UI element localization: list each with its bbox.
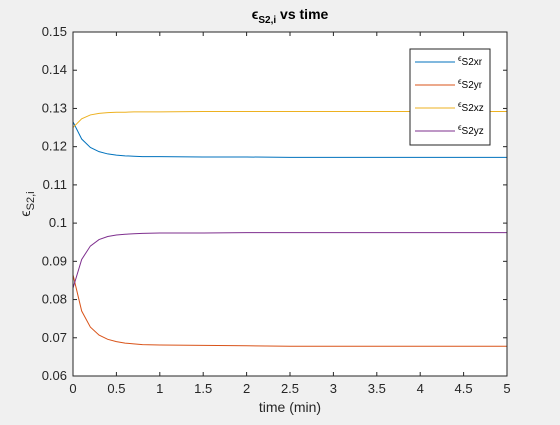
series-group — [72, 111, 507, 347]
legend: ϵS2xr ϵS2yr ϵS2xz ϵS2yz — [409, 48, 491, 146]
x-tick-label: 1 — [156, 381, 163, 396]
y-tick-label: 0.1 — [49, 215, 67, 230]
y-tick-label: 0.13 — [42, 100, 67, 115]
y-tick-label: 0.14 — [42, 62, 67, 77]
y-tick-label: 0.06 — [42, 368, 67, 383]
series-line-s2yz — [72, 232, 507, 289]
y-tick-label: 0.15 — [42, 24, 67, 39]
x-tick-label: 5 — [503, 381, 510, 396]
y-tick-label: 0.11 — [43, 177, 67, 192]
legend-label-s2xr: ϵS2xr — [458, 54, 483, 68]
legend-box — [409, 48, 491, 146]
series-line-s2xr — [72, 121, 507, 158]
chart-title: ϵS2,i vs time — [252, 6, 329, 26]
y-axis-ticks: 0.06 0.07 0.08 0.09 0.1 0.11 0.12 0.13 0.14 0.15 — [42, 24, 507, 383]
y-tick-label: 0.08 — [42, 292, 67, 307]
x-tick-label: 0.5 — [107, 381, 125, 396]
x-tick-label: 0 — [69, 381, 76, 396]
x-tick-label: 4.5 — [455, 381, 473, 396]
x-tick-label: 2.5 — [281, 381, 299, 396]
x-tick-label: 3 — [330, 381, 337, 396]
legend-label-s2xz: ϵS2xz — [458, 100, 484, 114]
legend-label-s2yz: ϵS2yz — [458, 123, 484, 137]
y-tick-label: 0.12 — [42, 139, 67, 154]
series-line-s2xz — [72, 111, 507, 128]
x-tick-label: 2 — [243, 381, 250, 396]
x-axis-ticks: 0 0.5 1 1.5 2 2.5 3 3.5 4 4.5 5 — [69, 32, 511, 396]
y-axis-label: ϵS2,i — [17, 191, 37, 216]
series-line-s2yr — [72, 274, 507, 347]
y-tick-label: 0.09 — [42, 253, 67, 268]
legend-label-s2yr: ϵS2yr — [458, 77, 483, 91]
x-tick-label: 3.5 — [368, 381, 386, 396]
x-axis-label: time (min) — [259, 399, 321, 415]
x-tick-label: 4 — [417, 381, 424, 396]
x-tick-label: 1.5 — [194, 381, 212, 396]
y-tick-label: 0.07 — [42, 330, 67, 345]
